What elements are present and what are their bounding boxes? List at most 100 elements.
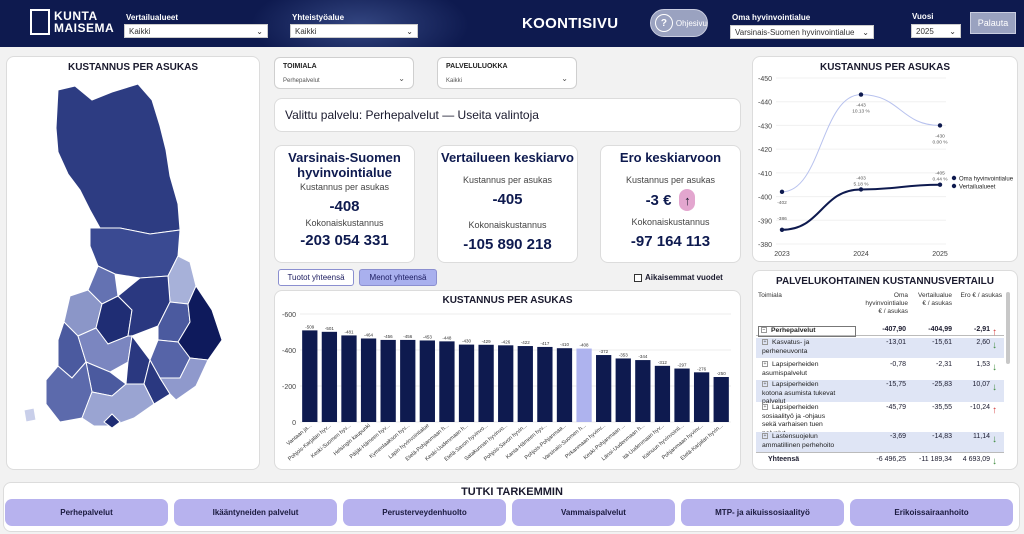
bar[interactable] — [302, 330, 318, 422]
explore-button[interactable]: MTP- ja aikuissosiaalityö — [681, 499, 844, 526]
bar[interactable] — [713, 377, 729, 422]
bar[interactable] — [419, 340, 435, 422]
top-header — [0, 0, 1024, 47]
table-cell-ero: 2,60 — [976, 339, 990, 346]
bar[interactable] — [517, 346, 533, 422]
line-point[interactable] — [858, 187, 864, 192]
logo-icon — [30, 9, 50, 35]
table-cell-ero: -2,91 — [974, 326, 990, 333]
table-scrollbar[interactable] — [1006, 292, 1010, 364]
tuotot-toggle[interactable]: Tuotot yhteensä — [278, 269, 354, 286]
aiemmat-checkbox[interactable] — [634, 274, 642, 282]
line-data-label: 10.13 % — [852, 109, 870, 115]
region-etela-karjala[interactable] — [159, 357, 209, 401]
bar[interactable] — [693, 372, 710, 422]
line-ytick-label: -450 — [758, 76, 772, 83]
bar[interactable] — [615, 358, 631, 422]
explore-button[interactable]: Perhepalvelut — [5, 499, 168, 526]
line-point[interactable] — [937, 182, 943, 187]
line-ytick-label: -440 — [758, 100, 772, 107]
bar-data-label: -501 — [325, 326, 335, 331]
table-row[interactable] — [756, 380, 1004, 402]
vertailualueet-select[interactable]: Kaikki ⌄ — [124, 24, 268, 38]
table-total-ero: 4 693,09 — [962, 456, 990, 463]
table-cell-vertailu: -35,55 — [932, 404, 952, 411]
region-helsinki[interactable] — [103, 413, 121, 429]
bar-data-label: -312 — [658, 360, 668, 365]
region-uusimaa[interactable] — [81, 383, 155, 427]
vuosi-value: 2025 — [916, 27, 934, 36]
finland-map[interactable] — [20, 78, 250, 466]
expand-icon[interactable]: + — [762, 433, 768, 440]
expand-icon[interactable]: + — [762, 381, 768, 388]
collapse-icon[interactable]: − — [761, 327, 767, 334]
bar[interactable] — [321, 331, 338, 422]
vuosi-select[interactable]: 2025 ⌄ — [911, 24, 961, 38]
table-header-oma: Oma hyvinvointialue € / asukas — [838, 292, 908, 316]
toimiala-value: Perhepalvelut — [283, 78, 320, 84]
legend-label: Oma hyvinvointialue — [959, 177, 1014, 183]
kpi-ero-sub1: Kustannus per asukas — [625, 175, 716, 185]
bar[interactable] — [380, 339, 396, 422]
line-data-label: -430 — [935, 133, 945, 139]
help-button[interactable]: ? Ohjesivu — [650, 9, 708, 37]
bar[interactable] — [635, 360, 651, 422]
reset-button[interactable]: Palauta — [970, 12, 1016, 34]
kpi-vertailu-sub1: Kustannus per asukas — [462, 175, 553, 185]
line-point[interactable] — [779, 227, 785, 232]
bar[interactable] — [498, 345, 514, 422]
table-row-name: − Perhepalvelut — [758, 326, 856, 337]
header-line: hyvinvointialue — [865, 300, 908, 307]
explore-button[interactable]: Vammaispalvelut — [512, 499, 675, 526]
bar[interactable] — [400, 339, 416, 422]
explore-button[interactable]: Ikääntyneiden palvelut — [174, 499, 337, 526]
oma-hyvinvointialue-select[interactable]: Varsinais-Suomen hyvinvointialue ⌄ — [730, 25, 874, 39]
bar[interactable] — [596, 355, 612, 422]
bar[interactable] — [458, 344, 475, 422]
logo-line-1: KUNTA — [54, 9, 98, 23]
toimiala-dropdown[interactable]: TOIMIALA Perhepalvelut ⌄ — [274, 57, 414, 89]
bar-chart-title: KUSTANNUS PER ASUKAS — [442, 295, 573, 306]
header-line: € / asukas — [878, 308, 908, 315]
explore-title: TUTKI TARKEMMIN — [461, 486, 563, 498]
table-row[interactable] — [756, 338, 1004, 358]
bar[interactable] — [360, 338, 377, 422]
region-lappi[interactable] — [55, 83, 181, 235]
table-total-vertailu: -11 189,34 — [919, 456, 952, 463]
line-point[interactable] — [858, 92, 864, 97]
bar[interactable] — [556, 348, 573, 422]
table-cell-vertailu: -404,99 — [928, 326, 952, 333]
yhteistyoalue-select[interactable]: Kaikki ⌄ — [290, 24, 418, 38]
logo-line-2: MAISEMA — [54, 21, 115, 35]
explore-button[interactable]: Perusterveydenhuolto — [343, 499, 506, 526]
expand-icon[interactable]: + — [762, 404, 768, 411]
table-cell-ero: -10,24 — [970, 404, 990, 411]
bar-data-label: -464 — [364, 332, 374, 337]
vuosi-label: Vuosi — [912, 12, 934, 21]
bar[interactable] — [654, 365, 671, 422]
line-point[interactable] — [779, 189, 785, 195]
chevron-down-icon: ⌄ — [561, 74, 568, 83]
line-point[interactable] — [937, 123, 943, 128]
bar[interactable] — [439, 341, 455, 422]
expand-icon[interactable]: + — [762, 339, 768, 346]
menot-toggle[interactable]: Menot yhteensä — [359, 269, 437, 286]
page-title: KOONTISIVU — [522, 15, 619, 32]
kpi-card-vertailu — [437, 145, 578, 263]
line-ytick-label: -430 — [758, 123, 772, 130]
region-ahvenanmaa[interactable] — [23, 407, 37, 423]
table-row[interactable] — [756, 432, 1004, 452]
line-chart-title: KUSTANNUS PER ASUKAS — [819, 62, 950, 73]
expand-icon[interactable]: + — [762, 361, 768, 368]
bar[interactable] — [537, 346, 553, 422]
bar[interactable] — [674, 368, 690, 422]
table-row-name: + Lapsiperheiden asumispalvelut — [762, 361, 840, 378]
palveluluokka-dropdown[interactable]: PALVELULUOKKA Kaikki ⌄ — [437, 57, 577, 89]
bar[interactable] — [576, 348, 592, 422]
bar-ytick-label: -200 — [282, 384, 296, 391]
bar[interactable] — [478, 344, 494, 422]
explore-button[interactable]: Erikoissairaanhoito — [850, 499, 1013, 526]
bar[interactable] — [341, 335, 357, 422]
table-row[interactable] — [756, 325, 1004, 336]
